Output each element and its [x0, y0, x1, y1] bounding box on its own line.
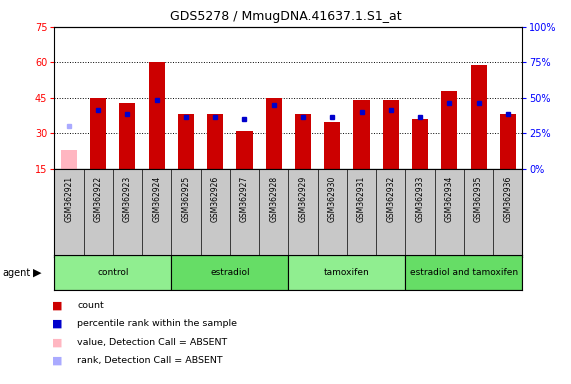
Text: GSM362930: GSM362930 [328, 176, 337, 222]
Bar [383, 100, 399, 169]
Bar [236, 131, 252, 169]
Bar [441, 91, 457, 169]
Bar [61, 150, 77, 169]
Text: ■: ■ [52, 300, 62, 310]
Bar [295, 114, 311, 169]
Bar [178, 114, 194, 169]
Text: GSM362926: GSM362926 [211, 176, 220, 222]
Text: GSM362923: GSM362923 [123, 176, 132, 222]
Text: GSM362936: GSM362936 [503, 176, 512, 222]
Text: GSM362928: GSM362928 [269, 176, 278, 222]
Text: GDS5278 / MmugDNA.41637.1.S1_at: GDS5278 / MmugDNA.41637.1.S1_at [170, 10, 401, 23]
Text: GSM362921: GSM362921 [65, 176, 74, 222]
Bar [353, 100, 369, 169]
Text: GSM362931: GSM362931 [357, 176, 366, 222]
Text: GSM362933: GSM362933 [416, 176, 425, 222]
Bar [119, 103, 135, 169]
Bar [148, 62, 164, 169]
Text: ■: ■ [52, 356, 62, 366]
Bar [90, 98, 106, 169]
Bar [54, 255, 171, 290]
Bar [171, 255, 288, 290]
Text: tamoxifen: tamoxifen [324, 268, 370, 277]
Text: value, Detection Call = ABSENT: value, Detection Call = ABSENT [77, 338, 227, 347]
Bar [412, 119, 428, 169]
Text: control: control [97, 268, 128, 277]
Text: ■: ■ [52, 337, 62, 347]
Text: estradiol: estradiol [210, 268, 250, 277]
Text: GSM362924: GSM362924 [152, 176, 161, 222]
Text: agent: agent [3, 268, 31, 278]
Text: percentile rank within the sample: percentile rank within the sample [77, 319, 237, 328]
Bar [405, 255, 522, 290]
Text: GSM362927: GSM362927 [240, 176, 249, 222]
Text: GSM362922: GSM362922 [94, 176, 103, 222]
Bar [288, 255, 405, 290]
Text: count: count [77, 301, 104, 310]
Text: rank, Detection Call = ABSENT: rank, Detection Call = ABSENT [77, 356, 223, 365]
Text: GSM362929: GSM362929 [299, 176, 308, 222]
Text: ■: ■ [52, 319, 62, 329]
Text: GSM362925: GSM362925 [182, 176, 191, 222]
Text: GSM362935: GSM362935 [474, 176, 483, 222]
Bar [500, 114, 516, 169]
Text: estradiol and tamoxifen: estradiol and tamoxifen [410, 268, 518, 277]
Text: GSM362934: GSM362934 [445, 176, 454, 222]
Text: ▶: ▶ [33, 268, 41, 278]
Bar [324, 122, 340, 169]
Text: GSM362932: GSM362932 [386, 176, 395, 222]
Bar [471, 65, 486, 169]
Bar [207, 114, 223, 169]
Bar [266, 98, 282, 169]
